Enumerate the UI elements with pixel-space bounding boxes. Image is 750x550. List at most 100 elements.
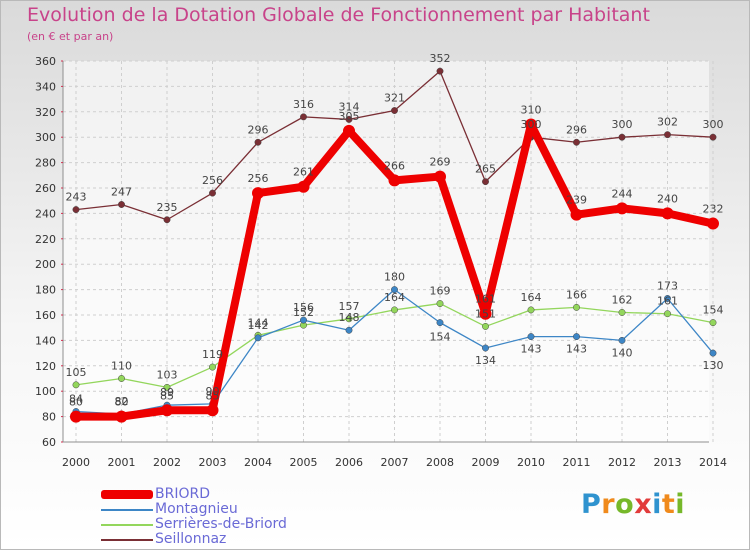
data-label-montagnieu: 180 (384, 271, 405, 284)
point-montagnieu (664, 295, 671, 302)
y-tick-label: 200 (35, 258, 56, 271)
x-tick-label: 2002 (153, 456, 181, 469)
data-label-serri-res-de-briord: 166 (566, 288, 587, 301)
data-label-briord: 80 (69, 396, 83, 409)
point-briord (388, 174, 401, 187)
legend-item-serrieres-de-briord: Serrières-de-Briord (101, 517, 287, 532)
logo-letter: i (652, 489, 662, 520)
logo-letter: o (615, 489, 635, 520)
data-label-briord: 85 (160, 389, 174, 402)
legend-label-montagnieu: Montagnieu (155, 501, 238, 517)
data-label-seillonnaz: 321 (384, 92, 405, 105)
data-label-seillonnaz: 302 (657, 116, 678, 129)
legend-item-montagnieu: Montagnieu (101, 502, 287, 517)
point-seillonnaz (709, 133, 717, 141)
point-seillonnaz (664, 131, 671, 139)
x-tick-label: 2003 (199, 456, 227, 469)
data-label-seillonnaz: 300 (521, 118, 542, 131)
point-serri-res-de-briord (391, 306, 398, 314)
legend-swatch-serrieres-de-briord (101, 523, 153, 526)
data-label-seillonnaz: 235 (157, 201, 178, 214)
point-briord (343, 124, 355, 137)
point-seillonnaz (573, 138, 580, 146)
data-label-serri-res-de-briord: 162 (612, 293, 633, 306)
data-label-seillonnaz: 247 (111, 186, 132, 199)
x-tick-label: 2006 (335, 456, 363, 469)
point-montagnieu (527, 333, 535, 341)
point-serri-res-de-briord (72, 381, 80, 389)
point-briord (525, 118, 537, 131)
y-tick-label: 120 (35, 360, 56, 373)
x-tick-label: 2007 (381, 456, 409, 469)
y-tick-label: 80 (42, 411, 56, 424)
data-label-montagnieu: 173 (657, 279, 678, 292)
point-seillonnaz (163, 216, 171, 224)
y-tick-label: 320 (35, 106, 56, 119)
point-serri-res-de-briord (618, 309, 626, 316)
point-serri-res-de-briord (709, 319, 717, 327)
logo-letter: P (581, 489, 602, 520)
data-label-briord: 261 (293, 166, 314, 179)
point-montagnieu (573, 333, 580, 341)
x-tick-label: 2010 (517, 456, 545, 469)
y-tick-label: 240 (35, 207, 56, 220)
data-label-serri-res-de-briord: 119 (202, 348, 223, 361)
data-label-briord: 269 (430, 156, 451, 169)
point-seillonnaz (618, 133, 626, 141)
point-seillonnaz (209, 189, 216, 197)
point-serri-res-de-briord (345, 315, 353, 323)
point-seillonnaz (254, 138, 262, 146)
data-label-seillonnaz: 316 (293, 98, 314, 111)
point-montagnieu (300, 316, 307, 324)
data-label-serri-res-de-briord: 164 (384, 291, 405, 304)
data-label-montagnieu: 130 (703, 359, 724, 372)
point-montagnieu (345, 326, 353, 334)
chart-title: Evolution de la Dotation Globale de Fonc… (27, 4, 650, 26)
data-label-briord: 232 (703, 203, 724, 216)
point-briord (570, 208, 583, 221)
point-seillonnaz (436, 67, 444, 75)
chart-legend: BRIORD Montagnieu Serrières-de-Briord Se… (101, 487, 287, 547)
data-label-briord: 256 (248, 172, 269, 185)
logo-letter: i (675, 489, 686, 520)
legend-label-serrieres-de-briord: Serrières-de-Briord (155, 516, 287, 532)
legend-item-seillonnaz: Seillonnaz (101, 532, 287, 547)
data-label-briord: 85 (206, 389, 220, 402)
x-tick-label: 2005 (290, 456, 318, 469)
point-briord (161, 404, 173, 417)
point-serri-res-de-briord (163, 383, 171, 391)
y-tick-label: 280 (35, 157, 56, 170)
legend-swatch-briord (101, 490, 153, 499)
data-label-serri-res-de-briord: 169 (430, 285, 451, 298)
plot-area (63, 61, 709, 442)
x-tick-label: 2013 (654, 456, 682, 469)
logo-letter: r (601, 489, 616, 520)
data-label-seillonnaz: 314 (339, 100, 360, 113)
point-seillonnaz (118, 201, 125, 208)
data-label-montagnieu: 84 (69, 393, 83, 406)
legend-swatch-seillonnaz (101, 538, 153, 541)
point-serri-res-de-briord (118, 375, 125, 382)
y-tick-label: 100 (35, 385, 56, 398)
point-briord (661, 207, 674, 220)
y-tick-label: 140 (35, 334, 56, 347)
y-tick-label: 360 (35, 55, 56, 68)
data-label-serri-res-de-briord: 144 (248, 316, 269, 329)
y-tick-label: 60 (42, 436, 56, 449)
data-label-serri-res-de-briord: 103 (157, 368, 178, 381)
data-label-serri-res-de-briord: 157 (339, 300, 360, 313)
point-serri-res-de-briord (573, 303, 580, 311)
data-label-briord: 80 (115, 396, 129, 409)
data-label-montagnieu: 156 (293, 301, 314, 314)
chart-subtitle: (en € et par an) (27, 30, 114, 43)
x-tick-label: 2008 (426, 456, 454, 469)
y-tick-label: 220 (35, 233, 56, 246)
point-serri-res-de-briord (664, 310, 671, 318)
point-seillonnaz (300, 113, 307, 121)
y-tick-label: 180 (35, 284, 56, 297)
data-label-briord: 310 (521, 104, 542, 117)
point-briord (616, 202, 628, 215)
data-label-seillonnaz: 300 (703, 118, 724, 131)
data-label-briord: 240 (657, 192, 678, 205)
